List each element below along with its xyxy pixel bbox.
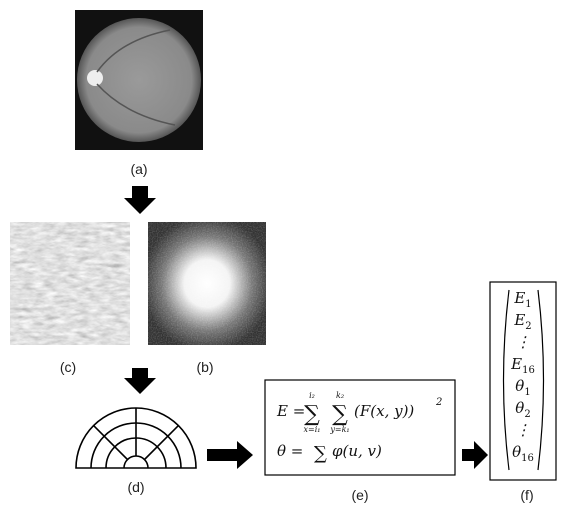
symbol: θ <box>515 399 524 417</box>
vector-entry: ⋮ <box>516 421 531 439</box>
label: (b) <box>196 359 213 375</box>
diagram: (a) (c) (b) (d) E = ∑ i₂ x=i₁ ∑ k₂ y=k₁ … <box>0 0 561 514</box>
sum: ∑ <box>304 402 320 427</box>
subscript: 1 <box>525 299 531 310</box>
limit: x=i₁ <box>304 425 321 434</box>
symbol: θ <box>512 443 521 461</box>
arrow <box>124 368 156 394</box>
partition-diagram <box>76 408 196 468</box>
symbol: θ <box>515 377 524 395</box>
arrow <box>124 186 156 214</box>
symbol: E <box>513 311 525 329</box>
label: (f) <box>520 487 533 503</box>
sum: ∑ <box>314 443 327 464</box>
spectrum-noise <box>148 222 266 345</box>
subscript: 16 <box>522 365 535 376</box>
symbol: E <box>510 355 522 373</box>
eq-lhs: θ = <box>277 442 303 460</box>
label: (e) <box>351 487 368 503</box>
subscript: 1 <box>524 387 530 398</box>
subscript: 2 <box>525 321 531 332</box>
label: (c) <box>60 359 76 375</box>
symbol: E <box>513 289 525 307</box>
texture-image <box>10 222 130 345</box>
eq-power: 2 <box>435 397 442 408</box>
symbol: ⋮ <box>516 333 531 351</box>
equation-box <box>265 380 455 475</box>
eq-lhs: E = <box>276 402 305 420</box>
optic-disc <box>87 70 103 86</box>
arrow <box>462 441 488 469</box>
arrow <box>207 441 253 469</box>
limit: y=k₁ <box>329 425 349 434</box>
sum: ∑ <box>332 402 348 427</box>
label: (d) <box>127 479 144 495</box>
vector-entry: ⋮ <box>516 333 531 351</box>
symbol: ⋮ <box>516 421 531 439</box>
subscript: 2 <box>524 409 530 420</box>
limit: i₂ <box>309 391 315 400</box>
limit: k₂ <box>336 391 344 400</box>
eq-body: φ(u, v) <box>332 442 382 460</box>
label: (a) <box>130 161 147 177</box>
subscript: 16 <box>521 453 534 464</box>
eq-body: (F(x, y)) <box>354 402 414 420</box>
